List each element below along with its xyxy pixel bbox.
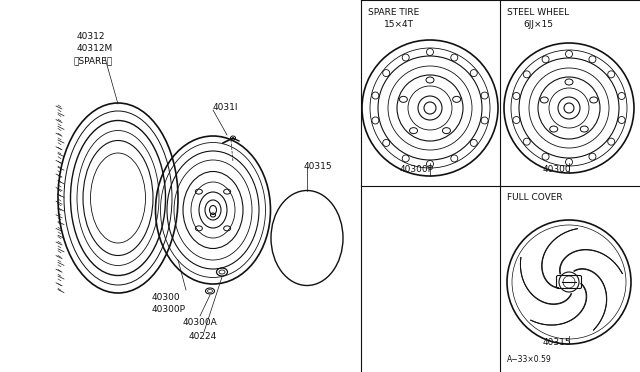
Text: 40315: 40315: [543, 338, 572, 347]
Text: STEEL WHEEL: STEEL WHEEL: [507, 8, 569, 17]
Text: 40300: 40300: [152, 293, 180, 302]
Text: 40312: 40312: [77, 32, 106, 41]
Text: 6JJ×15: 6JJ×15: [523, 20, 553, 29]
Ellipse shape: [271, 190, 343, 285]
Text: （SPARE）: （SPARE）: [74, 56, 113, 65]
Text: FULL COVER: FULL COVER: [507, 193, 563, 202]
Ellipse shape: [156, 136, 271, 284]
Text: 40300P: 40300P: [152, 305, 186, 314]
Text: 40312M: 40312M: [77, 44, 113, 53]
Text: 15×4T: 15×4T: [384, 20, 414, 29]
Text: 4031I: 4031I: [213, 103, 239, 112]
Text: 40300P: 40300P: [400, 165, 434, 174]
Text: A−33×0.59: A−33×0.59: [507, 355, 552, 364]
Text: 40224: 40224: [189, 332, 217, 341]
Text: 40315: 40315: [304, 162, 333, 171]
Text: 40300A: 40300A: [183, 318, 218, 327]
Text: 40300: 40300: [543, 165, 572, 174]
Text: SPARE TIRE: SPARE TIRE: [368, 8, 419, 17]
